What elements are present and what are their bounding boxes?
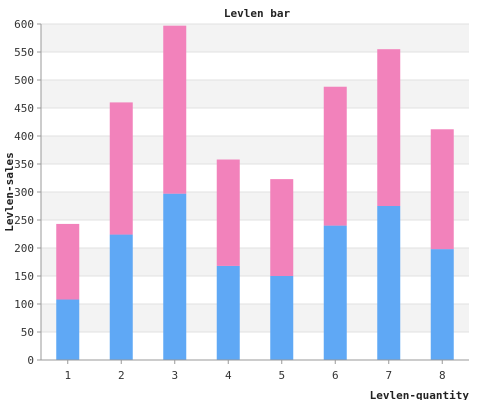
plot-band [41, 276, 469, 304]
y-tick-label: 150 [14, 270, 34, 283]
y-tick-label: 50 [21, 326, 34, 339]
y-tick-label: 250 [14, 214, 34, 227]
x-tick-label: 7 [385, 369, 392, 382]
x-tick-label: 5 [278, 369, 285, 382]
y-tick-label: 450 [14, 102, 34, 115]
bar-segment-1-category-6 [323, 225, 347, 360]
x-tick-label: 1 [64, 369, 71, 382]
x-tick-label: 6 [332, 369, 339, 382]
plot-band [41, 192, 469, 220]
plot-band [41, 164, 469, 192]
bar-segment-2-category-6 [323, 86, 347, 226]
y-tick-label: 300 [14, 186, 34, 199]
chart-title: Levlen bar [224, 7, 291, 20]
bar-segment-2-category-2 [109, 102, 133, 235]
y-tick-label: 550 [14, 46, 34, 59]
bar-segment-2-category-7 [377, 49, 401, 207]
bars [56, 25, 454, 360]
bar-segment-2-category-8 [430, 129, 454, 250]
plot-band [41, 80, 469, 108]
bar-segment-1-category-8 [430, 249, 454, 360]
y-tick-label: 400 [14, 130, 34, 143]
bar-segment-2-category-5 [270, 179, 294, 276]
y-tick-label: 350 [14, 158, 34, 171]
plot-band [41, 136, 469, 164]
x-tick-label: 8 [439, 369, 446, 382]
plot-band [41, 304, 469, 332]
y-tick-label: 500 [14, 74, 34, 87]
y-tick-label: 600 [14, 18, 34, 31]
y-tick-label: 0 [27, 354, 34, 367]
x-tick-label: 4 [225, 369, 232, 382]
bar-segment-1-category-1 [56, 299, 80, 360]
y-tick-labels: 0 50 100 150 200 250 300 350 400 450 500 550 600 [14, 18, 34, 367]
bar-segment-2-category-3 [163, 25, 187, 194]
x-tick-labels: 1 2 3 4 5 6 7 8 [64, 360, 446, 382]
bar-segment-2-category-4 [216, 159, 240, 266]
bar-segment-1-category-2 [109, 234, 133, 360]
plot-band [41, 220, 469, 248]
x-axis-title: Levlen-quantity [370, 389, 470, 400]
plot-band [41, 332, 469, 360]
y-tick-label: 100 [14, 298, 34, 311]
x-tick-label: 3 [171, 369, 178, 382]
plot-band [41, 248, 469, 276]
plot-band [41, 24, 469, 52]
bar-segment-1-category-7 [377, 206, 401, 360]
y-axis-title: Levlen-sales [3, 152, 16, 231]
bar-segment-1-category-3 [163, 193, 187, 360]
axes [40, 24, 469, 361]
plot-band [41, 108, 469, 136]
bar-segment-1-category-4 [216, 265, 240, 360]
x-tick-label: 2 [118, 369, 125, 382]
bar-segment-2-category-1 [56, 223, 80, 300]
y-tick-label: 200 [14, 242, 34, 255]
bar-segment-1-category-5 [270, 276, 294, 360]
plot-band [41, 52, 469, 80]
